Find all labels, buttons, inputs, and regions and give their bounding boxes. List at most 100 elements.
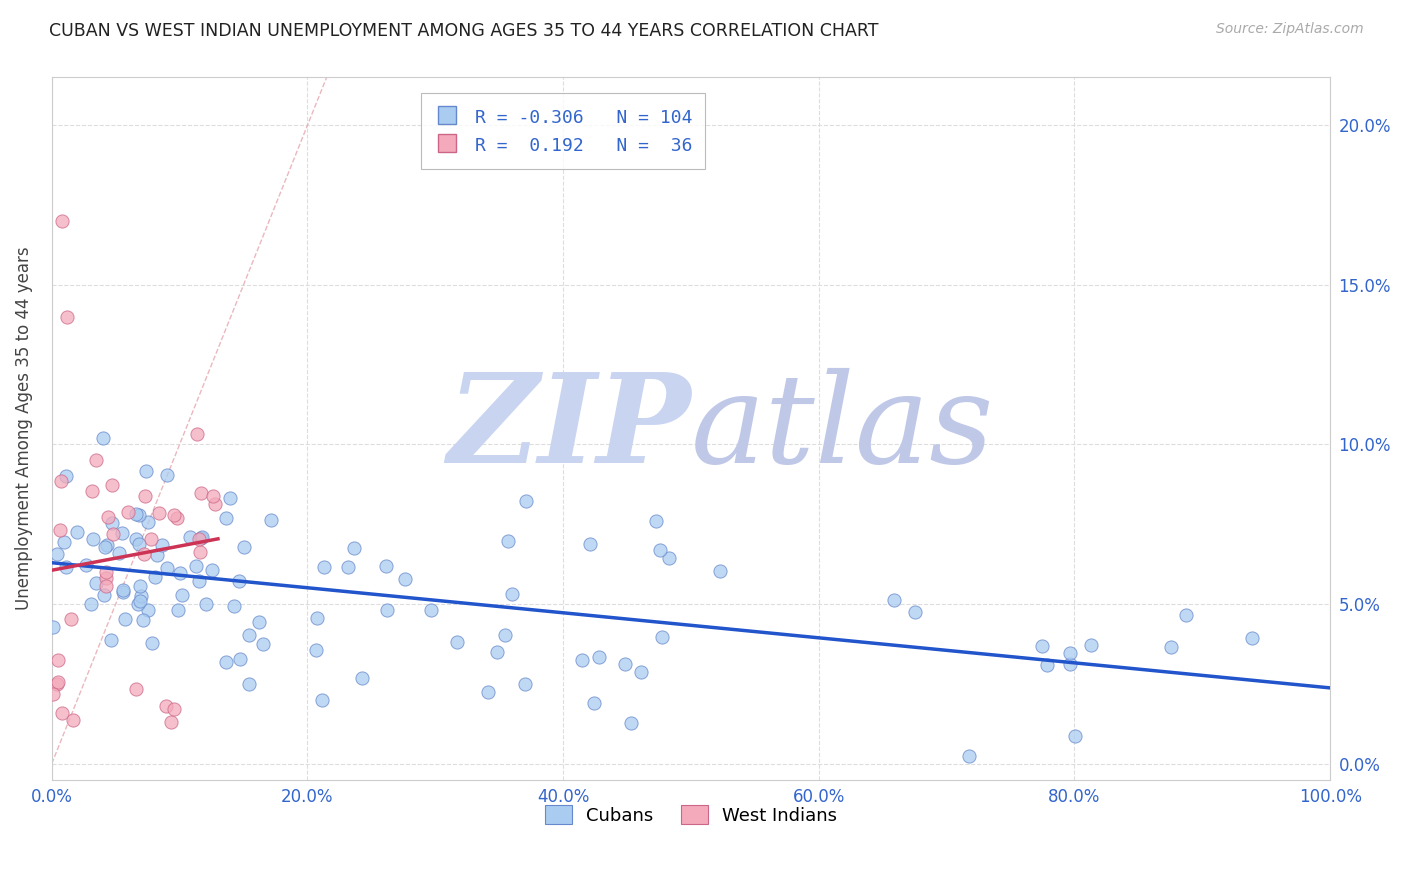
- Point: [45, 677, 67, 691]
- Point: [101, 516, 124, 531]
- Text: Source: ZipAtlas.com: Source: ZipAtlas.com: [1216, 22, 1364, 37]
- Point: [125, 532, 148, 546]
- Point: [51, 474, 73, 488]
- Point: [375, 558, 398, 573]
- Point: [238, 677, 260, 691]
- Point: [117, 505, 139, 519]
- Point: [957, 749, 980, 764]
- Point: [620, 715, 643, 730]
- Point: [336, 560, 359, 574]
- Point: [219, 491, 242, 505]
- Point: [651, 630, 673, 644]
- Point: [630, 665, 652, 680]
- Point: [136, 603, 159, 617]
- Point: [93, 540, 115, 554]
- Point: [108, 546, 131, 560]
- Point: [883, 593, 905, 607]
- Point: [111, 583, 134, 598]
- Point: [588, 650, 610, 665]
- Point: [82, 483, 104, 498]
- Point: [156, 467, 179, 482]
- Point: [75, 558, 97, 572]
- Point: [314, 560, 336, 574]
- Point: [1241, 632, 1264, 646]
- Point: [128, 536, 150, 550]
- Point: [419, 602, 441, 616]
- Point: [903, 605, 925, 619]
- Point: [1080, 639, 1102, 653]
- Point: [96, 565, 118, 579]
- Point: [97, 509, 120, 524]
- Point: [477, 685, 499, 699]
- Point: [190, 486, 212, 500]
- Point: [515, 493, 537, 508]
- Point: [184, 558, 207, 573]
- Point: [169, 566, 191, 581]
- Point: [215, 511, 238, 525]
- Point: [1059, 646, 1081, 660]
- Point: [141, 636, 163, 650]
- Point: [188, 574, 211, 588]
- Point: [62, 714, 84, 728]
- Point: [66, 525, 89, 540]
- Point: [201, 563, 224, 577]
- Point: [134, 547, 156, 561]
- Point: [515, 677, 537, 691]
- Point: [82, 532, 104, 546]
- Point: [1160, 640, 1182, 654]
- Point: [56, 310, 79, 324]
- Point: [51, 706, 73, 720]
- Point: [59, 612, 82, 626]
- Point: [648, 543, 671, 558]
- Point: [162, 508, 184, 523]
- Point: [170, 588, 193, 602]
- Point: [53, 535, 76, 549]
- Text: atlas: atlas: [690, 368, 994, 490]
- Point: [238, 628, 260, 642]
- Point: [1175, 607, 1198, 622]
- Point: [343, 541, 366, 555]
- Point: [148, 506, 170, 520]
- Point: [101, 478, 124, 492]
- Point: [247, 615, 270, 630]
- Point: [150, 538, 173, 552]
- Point: [146, 549, 169, 563]
- Point: [375, 603, 398, 617]
- Point: [96, 571, 118, 585]
- Point: [127, 597, 149, 611]
- Text: CUBAN VS WEST INDIAN UNEMPLOYMENT AMONG AGES 35 TO 44 YEARS CORRELATION CHART: CUBAN VS WEST INDIAN UNEMPLOYMENT AMONG …: [49, 22, 879, 40]
- Point: [112, 584, 135, 599]
- Point: [49, 523, 72, 537]
- Point: [51, 214, 73, 228]
- Point: [45, 547, 67, 561]
- Point: [143, 570, 166, 584]
- Point: [644, 515, 666, 529]
- Point: [305, 611, 328, 625]
- Point: [55, 469, 77, 483]
- Point: [141, 532, 163, 546]
- Point: [114, 612, 136, 626]
- Point: [501, 587, 523, 601]
- Point: [162, 702, 184, 716]
- Point: [42, 687, 65, 701]
- Point: [48, 674, 70, 689]
- Point: [125, 681, 148, 696]
- Point: [229, 652, 252, 666]
- Point: [496, 533, 519, 548]
- Point: [86, 453, 108, 467]
- Point: [232, 541, 254, 555]
- Point: [166, 603, 188, 617]
- Point: [201, 489, 224, 503]
- Point: [128, 508, 150, 523]
- Point: [96, 538, 118, 552]
- Point: [111, 525, 134, 540]
- Point: [1059, 657, 1081, 672]
- Point: [194, 597, 217, 611]
- Point: [394, 572, 416, 586]
- Point: [446, 635, 468, 649]
- Point: [494, 628, 516, 642]
- Point: [166, 511, 188, 525]
- Legend: Cubans, West Indians: Cubans, West Indians: [536, 797, 846, 834]
- Point: [583, 697, 606, 711]
- Point: [352, 671, 374, 685]
